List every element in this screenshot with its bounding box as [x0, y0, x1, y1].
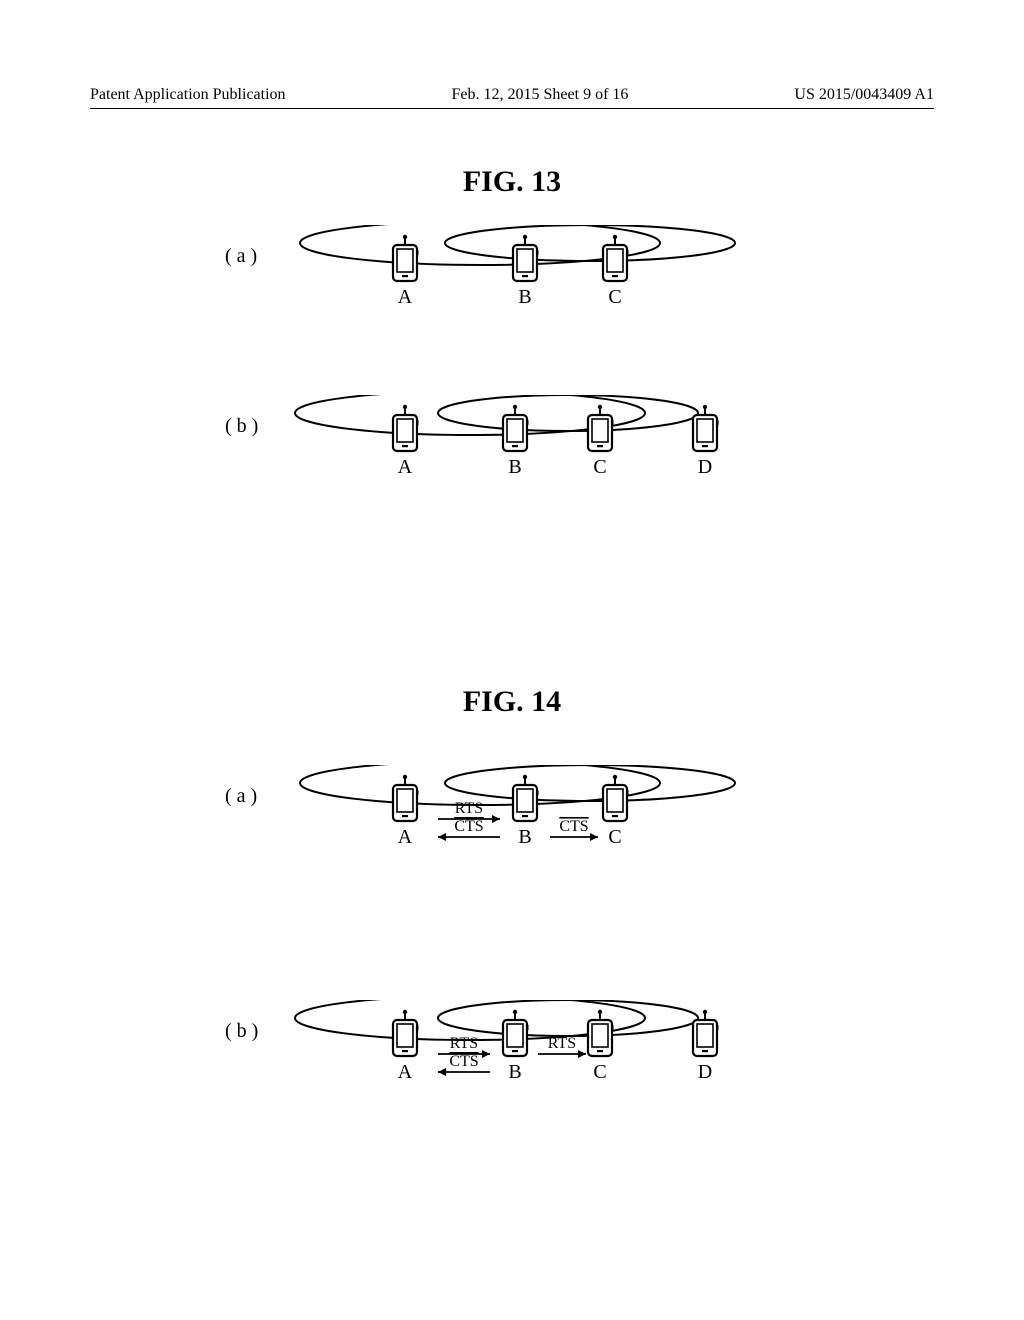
svg-text:C: C	[608, 286, 621, 308]
figure-14-title: FIG. 14	[463, 685, 561, 719]
svg-text:CTS: CTS	[454, 818, 483, 835]
svg-text:D: D	[698, 456, 712, 478]
header-mid: Feb. 12, 2015 Sheet 9 of 16	[452, 86, 629, 104]
svg-text:C: C	[593, 456, 606, 478]
svg-text:RTS: RTS	[548, 1035, 576, 1052]
figure-14-a-svg: ABCRTSCTSCTS	[290, 765, 770, 895]
svg-text:RTS: RTS	[450, 1035, 478, 1052]
figure-14-a-label: ( a )	[225, 785, 257, 808]
page-header: Patent Application Publication Feb. 12, …	[90, 86, 934, 109]
figure-14-a: ABCRTSCTSCTS	[290, 765, 770, 895]
figure-13-a-label: ( a )	[225, 245, 257, 268]
svg-text:C: C	[608, 826, 621, 848]
figure-13-a-svg: A B C	[290, 225, 770, 355]
svg-text:CTS: CTS	[559, 818, 588, 835]
svg-text:B: B	[518, 826, 531, 848]
header-right: US 2015/0043409 A1	[794, 86, 934, 104]
svg-text:B: B	[518, 286, 531, 308]
header-left: Patent Application Publication	[90, 86, 286, 104]
svg-text:A: A	[398, 1061, 413, 1083]
svg-text:C: C	[593, 1061, 606, 1083]
svg-text:A: A	[398, 826, 413, 848]
figure-13-b-label: ( b )	[225, 415, 258, 438]
figure-14-b: ABCDRTSCTSRTS	[290, 1000, 770, 1130]
svg-text:A: A	[398, 286, 413, 308]
figure-14-b-svg: ABCDRTSCTSRTS	[290, 1000, 770, 1130]
figure-13-b: A B C D	[290, 395, 770, 525]
svg-text:D: D	[698, 1061, 712, 1083]
svg-text:RTS: RTS	[455, 800, 483, 817]
svg-text:B: B	[508, 1061, 521, 1083]
figure-13-a: A B C	[290, 225, 770, 355]
svg-text:CTS: CTS	[449, 1053, 478, 1070]
figure-13-title: FIG. 13	[463, 165, 561, 199]
svg-text:A: A	[398, 456, 413, 478]
figure-13-b-svg: A B C D	[290, 395, 770, 525]
figure-14-b-label: ( b )	[225, 1020, 258, 1043]
header-row: Patent Application Publication Feb. 12, …	[90, 86, 934, 104]
svg-text:B: B	[508, 456, 521, 478]
